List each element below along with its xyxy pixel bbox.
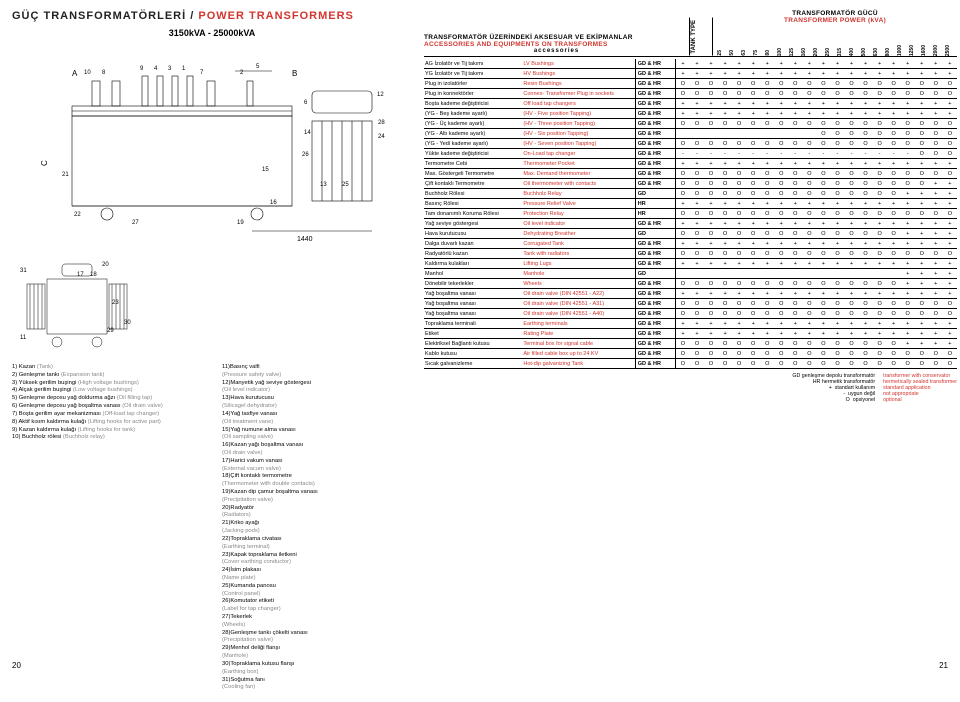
parts-legend: 1) Kazan (Tank)2) Genleşme tankı (Expans…	[12, 364, 412, 692]
side-view-diagram: 31 20 18 17 23 11 29 30	[12, 254, 142, 354]
svg-text:28: 28	[378, 120, 385, 126]
svg-text:27: 27	[132, 220, 139, 226]
page-number-right: 21	[939, 661, 948, 670]
svg-text:8: 8	[102, 70, 106, 76]
svg-text:19: 19	[237, 220, 244, 226]
svg-text:20: 20	[102, 262, 109, 268]
svg-text:24: 24	[378, 134, 385, 140]
page-number-left: 20	[12, 661, 21, 670]
svg-text:A: A	[72, 69, 78, 78]
svg-text:15: 15	[262, 167, 269, 173]
footer-legend: GD genleşme depolu transformatör HR herm…	[424, 373, 957, 403]
svg-text:B: B	[292, 69, 297, 78]
svg-text:21: 21	[62, 172, 69, 178]
svg-text:1440: 1440	[297, 236, 313, 243]
svg-text:14: 14	[304, 130, 311, 136]
svg-text:25: 25	[342, 182, 349, 188]
svg-text:29: 29	[107, 328, 114, 334]
main-title: GÜÇ TRANSFORMATÖRLERİ / POWER TRANSFORME…	[12, 10, 412, 22]
svg-text:3: 3	[168, 66, 172, 72]
kva-range: 3150kVA - 25000kVA	[12, 28, 412, 38]
svg-text:16: 16	[270, 200, 277, 206]
svg-text:1: 1	[182, 66, 186, 72]
svg-text:17: 17	[77, 272, 84, 278]
svg-text:C: C	[40, 160, 49, 166]
svg-text:18: 18	[90, 272, 97, 278]
svg-text:10: 10	[84, 70, 91, 76]
svg-text:5: 5	[256, 64, 260, 70]
svg-text:13: 13	[320, 182, 327, 188]
svg-text:23: 23	[112, 300, 119, 306]
accessories-matrix: AG İzolatör ve Tij takımıLV BushingsGD &…	[424, 59, 957, 369]
accessories-label: accessories	[424, 48, 689, 56]
svg-text:22: 22	[74, 212, 81, 218]
svg-text:30: 30	[124, 320, 131, 326]
svg-text:4: 4	[154, 66, 158, 72]
accessories-title: TRANSFORMATÖR ÜZERİNDEKİ AKSESUAR VE EKİ…	[424, 34, 689, 48]
svg-text:11: 11	[20, 335, 27, 341]
tank-type-header: TANK TYPE	[689, 18, 713, 56]
svg-text:26: 26	[302, 152, 309, 158]
svg-text:6: 6	[304, 100, 308, 106]
svg-text:31: 31	[20, 268, 27, 274]
svg-text:9: 9	[140, 66, 144, 72]
power-title: TRANSFORMATÖR GÜCÜ TRANSFORMER POWER (kV…	[784, 10, 886, 24]
svg-text:12: 12	[377, 92, 384, 98]
kva-header-row: 2550637580100125160200250315400500630800…	[713, 24, 957, 56]
transformer-diagram-top: B A C 1440	[12, 46, 412, 246]
svg-text:7: 7	[200, 70, 204, 76]
